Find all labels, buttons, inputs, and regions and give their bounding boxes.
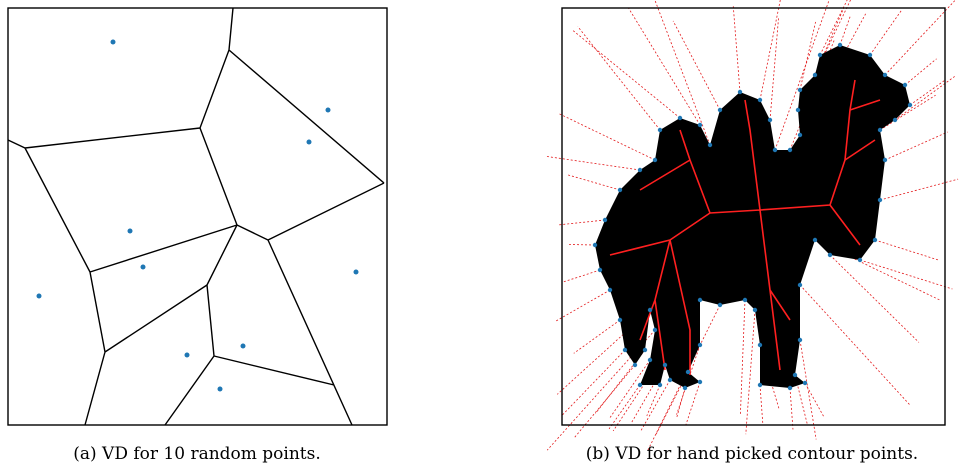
contour-point bbox=[698, 123, 702, 127]
contour-point bbox=[773, 148, 777, 152]
contour-point bbox=[698, 298, 702, 302]
contour-point bbox=[813, 238, 817, 242]
contour-point bbox=[818, 53, 822, 57]
contour-point bbox=[658, 383, 662, 387]
contour-point bbox=[618, 188, 622, 192]
contour-point bbox=[753, 308, 757, 312]
contour-point bbox=[683, 386, 687, 390]
contour-point bbox=[838, 43, 842, 47]
site bbox=[185, 353, 190, 358]
contour-point bbox=[758, 343, 762, 347]
contour-point bbox=[668, 378, 672, 382]
contour-point bbox=[633, 363, 637, 367]
contour-point bbox=[768, 118, 772, 122]
figure: (a) VD for 10 random points. (b) VD for … bbox=[0, 0, 979, 470]
contour-point bbox=[638, 168, 642, 172]
contour-point bbox=[758, 383, 762, 387]
contour-point bbox=[788, 386, 792, 390]
contour-point bbox=[593, 243, 597, 247]
contour-point bbox=[653, 328, 657, 332]
contour-point bbox=[883, 158, 887, 162]
contour-point bbox=[803, 381, 807, 385]
contour-point bbox=[648, 358, 652, 362]
contour-point bbox=[878, 128, 882, 132]
contour-point bbox=[873, 238, 877, 242]
contour-point bbox=[788, 148, 792, 152]
contour-point bbox=[658, 128, 662, 132]
contour-point bbox=[858, 258, 862, 262]
contour-point bbox=[798, 88, 802, 92]
contour-point bbox=[603, 218, 607, 222]
contour-point bbox=[623, 348, 627, 352]
contour-point bbox=[743, 298, 747, 302]
contour-point bbox=[643, 348, 647, 352]
contour-point bbox=[653, 158, 657, 162]
contour-point bbox=[663, 363, 667, 367]
contour-point bbox=[708, 143, 712, 147]
contour-point bbox=[828, 253, 832, 257]
site bbox=[326, 108, 331, 113]
contour-point bbox=[908, 103, 912, 107]
site bbox=[218, 387, 223, 392]
contour-point bbox=[618, 318, 622, 322]
contour-point bbox=[608, 288, 612, 292]
contour-point bbox=[648, 308, 652, 312]
contour-point bbox=[813, 73, 817, 77]
site bbox=[128, 229, 133, 234]
contour-point bbox=[796, 108, 800, 112]
contour-point bbox=[758, 98, 762, 102]
caption: (b) VD for hand picked contour points. bbox=[586, 444, 918, 464]
contour-point bbox=[698, 343, 702, 347]
contour-point bbox=[678, 116, 682, 120]
contour-point bbox=[718, 303, 722, 307]
site bbox=[37, 294, 42, 299]
site bbox=[141, 265, 146, 270]
contour-point bbox=[903, 83, 907, 87]
site bbox=[241, 344, 246, 349]
contour-point bbox=[798, 338, 802, 342]
contour-point bbox=[638, 383, 642, 387]
contour-point bbox=[793, 373, 797, 377]
contour-point bbox=[883, 73, 887, 77]
contour-point bbox=[598, 268, 602, 272]
site bbox=[111, 40, 116, 45]
caption: (a) VD for 10 random points. bbox=[73, 444, 321, 464]
contour-point bbox=[878, 198, 882, 202]
contour-point bbox=[868, 53, 872, 57]
contour-point bbox=[798, 133, 802, 137]
contour-point bbox=[686, 370, 690, 374]
contour-point bbox=[893, 118, 897, 122]
site bbox=[307, 140, 312, 145]
site bbox=[354, 270, 359, 275]
contour-point bbox=[718, 108, 722, 112]
contour-point bbox=[798, 283, 802, 287]
contour-point bbox=[738, 90, 742, 94]
contour-point bbox=[698, 380, 702, 384]
